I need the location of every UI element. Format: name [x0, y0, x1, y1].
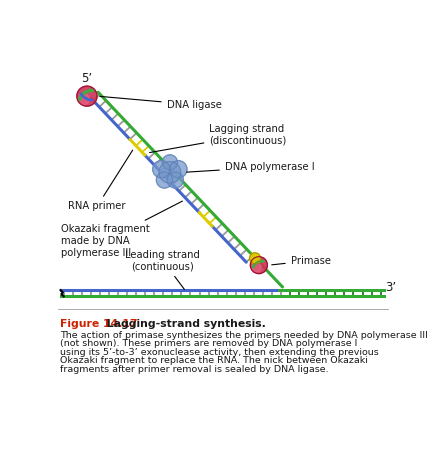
- Text: The action of primase synthesizes the primers needed by DNA polymerase III: The action of primase synthesizes the pr…: [59, 331, 427, 340]
- Circle shape: [169, 160, 187, 178]
- Circle shape: [78, 94, 89, 105]
- Text: DNA ligase: DNA ligase: [99, 96, 221, 110]
- Circle shape: [152, 160, 170, 178]
- Text: 5’: 5’: [81, 71, 92, 84]
- Circle shape: [249, 253, 260, 264]
- Circle shape: [250, 257, 267, 274]
- Text: Lagging strand
(discontinuous): Lagging strand (discontinuous): [149, 124, 286, 153]
- Circle shape: [251, 263, 261, 272]
- Circle shape: [162, 155, 177, 170]
- Text: Leading strand
(continuous): Leading strand (continuous): [125, 250, 200, 290]
- Circle shape: [167, 172, 183, 188]
- Text: DNA polymerase I: DNA polymerase I: [186, 162, 314, 172]
- Text: using its 5’-to-3’ exonuclease activity, then extending the previous: using its 5’-to-3’ exonuclease activity,…: [59, 348, 378, 357]
- Text: Okazaki fragment to replace the RNA. The nick between Okazaki: Okazaki fragment to replace the RNA. The…: [59, 356, 367, 366]
- Text: Primase: Primase: [271, 255, 330, 266]
- Text: Okazaki fragment
made by DNA
polymerase III: Okazaki fragment made by DNA polymerase …: [60, 201, 182, 258]
- Circle shape: [156, 172, 172, 188]
- Circle shape: [77, 86, 97, 106]
- Text: Lagging-strand synthesis.: Lagging-strand synthesis.: [103, 319, 266, 329]
- Circle shape: [159, 161, 180, 183]
- Text: 3’: 3’: [385, 281, 395, 294]
- Text: fragments after primer removal is sealed by DNA ligase.: fragments after primer removal is sealed…: [59, 365, 328, 374]
- Text: Figure 14.17: Figure 14.17: [59, 319, 137, 329]
- Text: RNA primer: RNA primer: [68, 150, 132, 211]
- Text: (not shown). These primers are removed by DNA polymerase I: (not shown). These primers are removed b…: [59, 339, 356, 349]
